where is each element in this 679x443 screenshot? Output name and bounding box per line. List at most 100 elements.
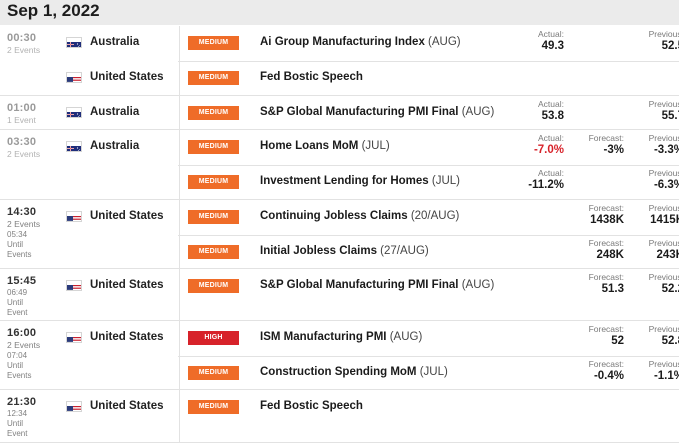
event-title[interactable]: Continuing Jobless Claims (20/AUG) <box>260 210 459 222</box>
event-name: Ai Group Manufacturing Index <box>260 36 425 48</box>
countdown-ev: Events <box>7 250 57 259</box>
previous-value: Previous:52.8 <box>624 324 679 348</box>
column-separator <box>179 130 180 165</box>
countdown-until: Until <box>7 361 57 370</box>
forecast-label: Forecast: <box>564 272 624 282</box>
actual-number: -7.0% <box>504 143 564 157</box>
event-period: (JUL) <box>432 175 460 187</box>
event-period: (AUG) <box>462 279 495 291</box>
event-name: Fed Bostic Speech <box>260 71 363 83</box>
event-title[interactable]: S&P Global Manufacturing PMI Final (AUG) <box>260 106 494 118</box>
countdown-countdown: 07:04 <box>7 351 57 360</box>
previous-number: -1.1% <box>624 369 679 383</box>
previous-number: 55.7 <box>624 109 679 123</box>
event-period: (AUG) <box>390 331 423 343</box>
countdown-countdown: 06:49 <box>7 288 57 297</box>
row-divider <box>178 356 679 357</box>
us-flag-icon <box>66 401 82 412</box>
event-period: (AUG) <box>428 36 461 48</box>
forecast-number: 52 <box>564 334 624 348</box>
event-period: (27/AUG) <box>380 245 429 257</box>
actual-label: Actual: <box>504 99 564 109</box>
forecast-number: -3% <box>564 143 624 157</box>
countdown-ev: Event <box>7 308 57 317</box>
event-title[interactable]: Investment Lending for Homes (JUL) <box>260 175 460 187</box>
previous-value: Previous:52.5 <box>624 29 679 53</box>
us-flag-icon <box>66 332 82 343</box>
event-time: 16:00 <box>7 327 57 339</box>
countdown-until: Until <box>7 419 57 428</box>
event-name: S&P Global Manufacturing PMI Final <box>260 279 459 291</box>
event-title[interactable]: Initial Jobless Claims (27/AUG) <box>260 245 429 257</box>
event-title[interactable]: S&P Global Manufacturing PMI Final (AUG) <box>260 279 494 291</box>
country-name: Australia <box>90 140 139 152</box>
event-count: 2 Events <box>7 340 57 350</box>
previous-number: -3.3% <box>624 143 679 157</box>
actual-label: Actual: <box>504 29 564 39</box>
event-title[interactable]: Home Loans MoM (JUL) <box>260 140 390 152</box>
column-separator <box>179 61 180 96</box>
impact-badge: HIGH <box>188 331 239 345</box>
countdown-countdown: 12:34 <box>7 409 57 418</box>
event-title[interactable]: Construction Spending MoM (JUL) <box>260 366 448 378</box>
forecast-value: Forecast:51.3 <box>564 272 624 296</box>
country-name: United States <box>90 279 164 291</box>
event-count: 2 Events <box>7 219 57 229</box>
us-flag-icon <box>66 72 82 83</box>
previous-number: 243K <box>624 248 679 262</box>
date-title: Sep 1, 2022 <box>7 1 100 21</box>
forecast-label: Forecast: <box>564 133 624 143</box>
actual-value: Actual:-7.0% <box>504 133 564 157</box>
country-name: Australia <box>90 106 139 118</box>
us-flag-icon <box>66 211 82 222</box>
column-separator <box>179 269 180 321</box>
event-time: 00:30 <box>7 32 57 44</box>
date-header: Sep 1, 2022 <box>0 0 679 25</box>
impact-badge: MEDIUM <box>188 210 239 224</box>
country-name: Australia <box>90 36 139 48</box>
country-name: United States <box>90 331 164 343</box>
previous-label: Previous: <box>624 324 679 334</box>
forecast-value: Forecast:-3% <box>564 133 624 157</box>
event-title[interactable]: Fed Bostic Speech <box>260 400 363 412</box>
event-count: 1 Event <box>7 115 57 125</box>
forecast-number: 1438K <box>564 213 624 227</box>
event-time: 15:45 <box>7 275 57 287</box>
event-name: Investment Lending for Homes <box>260 175 429 187</box>
countdown-ev: Events <box>7 371 57 380</box>
event-title[interactable]: Fed Bostic Speech <box>260 71 363 83</box>
event-row[interactable]: United States HIGH ISM Manufacturing PMI (… <box>58 321 679 356</box>
previous-value: Previous:55.7 <box>624 99 679 123</box>
event-time: 21:30 <box>7 396 57 408</box>
actual-value: Actual:49.3 <box>504 29 564 53</box>
event-title[interactable]: ISM Manufacturing PMI (AUG) <box>260 331 422 343</box>
event-title[interactable]: Ai Group Manufacturing Index (AUG) <box>260 36 461 48</box>
forecast-value: Forecast:52 <box>564 324 624 348</box>
forecast-number: 248K <box>564 248 624 262</box>
column-separator <box>179 165 180 200</box>
event-name: Construction Spending MoM <box>260 366 417 378</box>
forecast-value: Forecast:-0.4% <box>564 359 624 383</box>
impact-badge: MEDIUM <box>188 400 239 414</box>
column-separator <box>179 390 180 442</box>
column-separator <box>179 235 180 270</box>
impact-badge: MEDIUM <box>188 71 239 85</box>
column-separator <box>179 26 180 61</box>
